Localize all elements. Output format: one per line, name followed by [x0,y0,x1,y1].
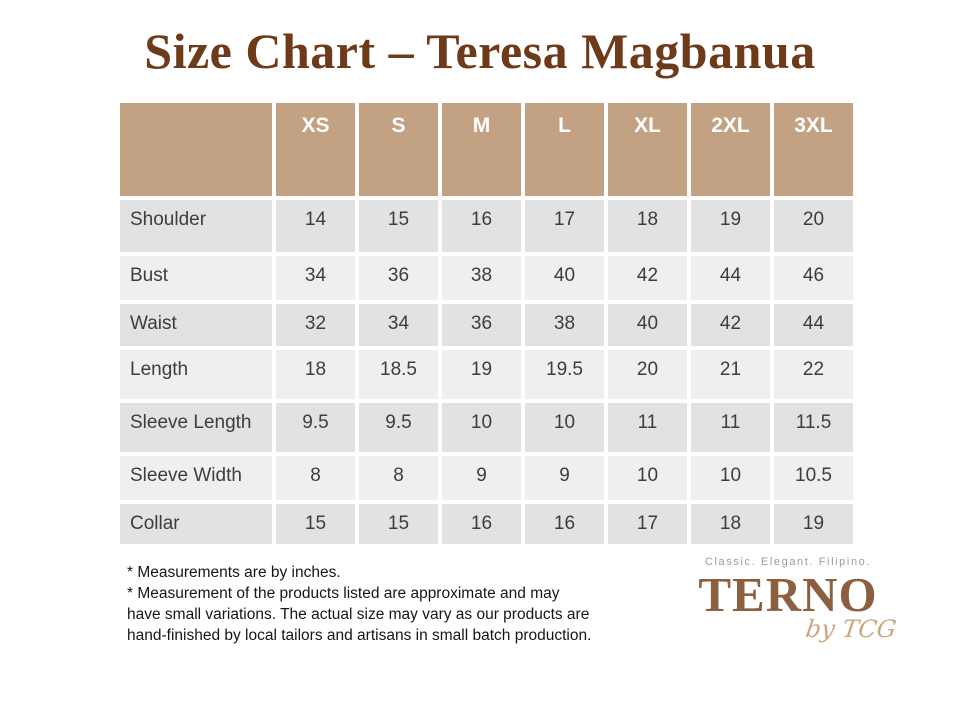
row-label: Waist [120,304,272,346]
row-label: Sleeve Width [120,456,272,500]
table-row-waist: Waist 32 34 36 38 40 42 44 [120,304,853,346]
size-cell: 18 [691,504,770,544]
size-cell: 40 [608,304,687,346]
size-cell: 9.5 [359,403,438,452]
size-cell: 17 [525,200,604,252]
row-label: Bust [120,256,272,300]
footnote-line-1: * Measurements are by inches. [127,564,341,581]
size-cell: 19.5 [525,350,604,399]
size-cell: 17 [608,504,687,544]
footnote-line-4: hand-finished by local tailors and artis… [127,627,592,644]
size-cell: 44 [691,256,770,300]
size-cell: 11.5 [774,403,853,452]
size-cell: 9 [525,456,604,500]
size-cell: 19 [442,350,521,399]
size-cell: 9 [442,456,521,500]
size-cell: 38 [442,256,521,300]
table-row-collar: Collar 15 15 16 16 17 18 19 [120,504,853,544]
page-title: Size Chart – Teresa Magbanua [144,23,816,79]
size-cell: 11 [608,403,687,452]
size-cell: 15 [276,504,355,544]
footnotes: * Measurements are by inches. * Measurem… [127,562,607,646]
size-cell: 10 [691,456,770,500]
brand-name: TERNO [698,567,878,622]
brand-subname: by TCG [803,615,898,643]
row-label: Collar [120,504,272,544]
brand-logo: Classic. Elegant. Filipino. TERNO by TCG [688,556,898,643]
size-cell: 16 [442,504,521,544]
size-cell: 18.5 [359,350,438,399]
size-cell: 20 [774,200,853,252]
size-cell: 19 [774,504,853,544]
table-row-sleeve-length: Sleeve Length 9.5 9.5 10 10 11 11 11.5 [120,403,853,452]
size-cell: 20 [608,350,687,399]
size-cell: 18 [608,200,687,252]
brand-tagline: Classic. Elegant. Filipino. [704,556,872,568]
size-cell: 19 [691,200,770,252]
row-label: Length [120,350,272,399]
size-cell: 9.5 [276,403,355,452]
size-cell: 16 [525,504,604,544]
size-cell: 10 [608,456,687,500]
size-cell: 46 [774,256,853,300]
size-cell: 18 [276,350,355,399]
table-row-sleeve-width: Sleeve Width 8 8 9 9 10 10 10.5 [120,456,853,500]
size-cell: 38 [525,304,604,346]
col-header-xs: XS [276,103,355,196]
size-cell: 34 [359,304,438,346]
size-cell: 11 [691,403,770,452]
size-cell: 40 [525,256,604,300]
row-label: Sleeve Length [120,403,272,452]
size-cell: 44 [774,304,853,346]
col-header-2xl: 2XL [691,103,770,196]
size-cell: 22 [774,350,853,399]
col-header-s: S [359,103,438,196]
size-cell: 10 [525,403,604,452]
size-cell: 15 [359,504,438,544]
size-cell: 14 [276,200,355,252]
col-header-3xl: 3XL [774,103,853,196]
size-cell: 36 [359,256,438,300]
size-cell: 10 [442,403,521,452]
size-cell: 34 [276,256,355,300]
size-cell: 15 [359,200,438,252]
size-cell: 21 [691,350,770,399]
size-cell: 42 [691,304,770,346]
size-cell: 32 [276,304,355,346]
table-row-length: Length 18 18.5 19 19.5 20 21 22 [120,350,853,399]
size-cell: 8 [359,456,438,500]
col-header-xl: XL [608,103,687,196]
size-cell: 16 [442,200,521,252]
col-header-l: L [525,103,604,196]
footnote-line-3: have small variations. The actual size m… [127,606,590,623]
col-header-m: M [442,103,521,196]
corner-cell [120,103,272,196]
size-cell: 36 [442,304,521,346]
table-row-bust: Bust 34 36 38 40 42 44 46 [120,256,853,300]
header-row: XS S M L XL 2XL 3XL [120,103,853,196]
table-row-shoulder: Shoulder 14 15 16 17 18 19 20 [120,200,853,252]
size-cell: 8 [276,456,355,500]
size-cell: 42 [608,256,687,300]
row-label: Shoulder [120,200,272,252]
size-cell: 10.5 [774,456,853,500]
footnote-line-2: * Measurement of the products listed are… [127,585,560,602]
size-chart-table: XS S M L XL 2XL 3XL Shoulder 14 15 16 17… [116,99,857,548]
